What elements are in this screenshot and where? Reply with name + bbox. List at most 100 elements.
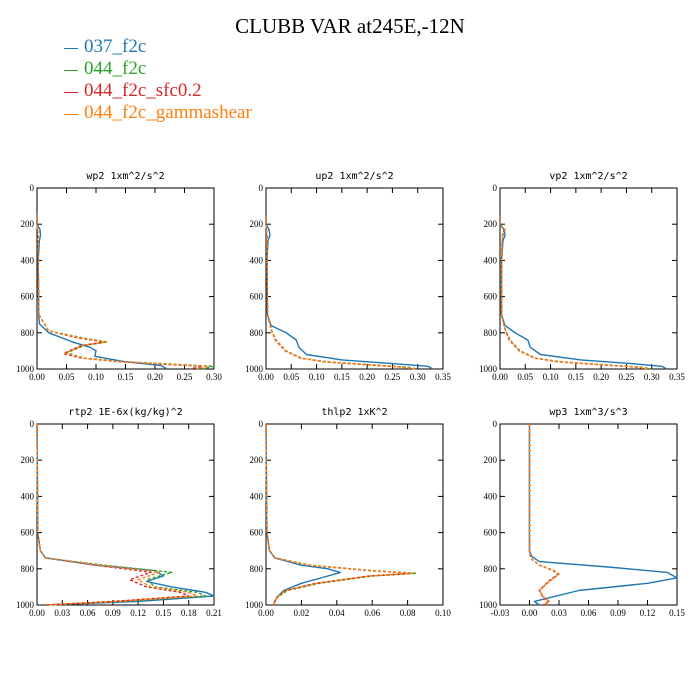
series-line-044-f2c-gammashear bbox=[36, 423, 198, 606]
series-line-037-f2c bbox=[265, 215, 434, 370]
x-tick-label: 0.06 bbox=[364, 608, 380, 618]
x-tick-label: -0.03 bbox=[491, 608, 510, 618]
y-tick-label: 400 bbox=[21, 255, 35, 265]
x-tick-label: 0.20 bbox=[147, 372, 163, 382]
x-tick-label: 0.00 bbox=[258, 372, 274, 382]
series-line-037-f2c bbox=[499, 215, 668, 370]
plot-frame bbox=[265, 187, 444, 370]
legend-swatch bbox=[64, 69, 78, 71]
y-tick-label: 1000 bbox=[245, 600, 264, 610]
legend-item-044-f2c-gammashear: 044_f2c_gammashear bbox=[64, 102, 252, 124]
chart-title: vp2 1xm^2/s^2 bbox=[549, 171, 627, 182]
x-tick-label: 0.10 bbox=[309, 372, 325, 382]
y-tick-label: 600 bbox=[21, 528, 35, 538]
x-tick-label: 0.10 bbox=[543, 372, 559, 382]
series-line-044-f2c-sfc0-2 bbox=[499, 215, 647, 370]
plot-frame bbox=[36, 423, 215, 606]
x-tick-label: 0.15 bbox=[156, 608, 172, 618]
x-tick-label: 0.03 bbox=[551, 608, 567, 618]
y-tick-label: 0 bbox=[259, 183, 264, 193]
x-tick-label: 0.10 bbox=[88, 372, 104, 382]
y-tick-label: 1000 bbox=[479, 364, 498, 374]
series-line-044-f2c-gammashear bbox=[499, 215, 650, 370]
legend-label: 044_f2c_gammashear bbox=[84, 102, 252, 123]
series-line-044-f2c-gammashear bbox=[36, 215, 209, 370]
y-tick-label: 200 bbox=[21, 219, 35, 229]
x-tick-label: 0.06 bbox=[581, 608, 597, 618]
y-tick-label: 600 bbox=[21, 292, 35, 302]
x-tick-label: 0.20 bbox=[593, 372, 609, 382]
chart-panel-6: wp3 1xm^3/s^3 0 200 400 600 800 1000-0.03 0.00 0… bbox=[479, 407, 685, 618]
y-tick-label: 200 bbox=[250, 455, 264, 465]
x-tick-label: 0.15 bbox=[118, 372, 134, 382]
series-line-044-f2c bbox=[36, 215, 215, 370]
plot-frame bbox=[499, 423, 678, 606]
y-tick-label: 0 bbox=[493, 183, 498, 193]
series-line-044-f2c-sfc0-2 bbox=[528, 424, 559, 606]
x-tick-label: 0.21 bbox=[206, 608, 222, 618]
y-tick-label: 200 bbox=[484, 219, 498, 229]
y-tick-label: 0 bbox=[259, 419, 264, 429]
y-tick-label: 200 bbox=[21, 455, 35, 465]
series-line-044-f2c-sfc0-2 bbox=[265, 423, 412, 606]
plot-frame bbox=[499, 187, 678, 370]
x-tick-label: 0.06 bbox=[80, 608, 96, 618]
series-line-037-f2c bbox=[36, 423, 215, 606]
x-tick-label: 0.20 bbox=[359, 372, 375, 382]
y-tick-label: 600 bbox=[484, 292, 498, 302]
x-tick-label: 0.35 bbox=[669, 372, 685, 382]
x-tick-label: 0.15 bbox=[669, 608, 685, 618]
series-line-044-f2c-sfc0-2 bbox=[265, 215, 413, 370]
y-tick-label: 400 bbox=[484, 491, 498, 501]
series-line-037-f2c bbox=[528, 424, 678, 606]
plot-frame bbox=[265, 423, 444, 606]
x-tick-label: 0.00 bbox=[492, 372, 508, 382]
y-tick-label: 0 bbox=[30, 183, 35, 193]
x-tick-label: 0.35 bbox=[435, 372, 451, 382]
y-tick-label: 1000 bbox=[16, 364, 35, 374]
y-tick-label: 400 bbox=[250, 491, 264, 501]
x-tick-label: 0.30 bbox=[644, 372, 660, 382]
x-tick-label: 0.12 bbox=[130, 608, 146, 618]
x-tick-label: 0.04 bbox=[329, 608, 345, 618]
series-line-044-f2c bbox=[265, 423, 418, 606]
x-tick-label: 0.12 bbox=[640, 608, 656, 618]
x-tick-label: 0.30 bbox=[206, 372, 222, 382]
series-line-037-f2c bbox=[265, 423, 341, 606]
x-tick-label: 0.08 bbox=[400, 608, 416, 618]
y-tick-label: 0 bbox=[493, 419, 498, 429]
y-tick-label: 400 bbox=[250, 255, 264, 265]
figure-title: CLUBB VAR at245E,-12N bbox=[235, 14, 465, 38]
y-tick-label: 800 bbox=[21, 564, 35, 574]
x-tick-label: 0.09 bbox=[105, 608, 121, 618]
series-line-044-f2c-gammashear bbox=[528, 424, 560, 606]
y-tick-label: 800 bbox=[484, 564, 498, 574]
x-tick-label: 0.00 bbox=[522, 608, 538, 618]
x-tick-label: 0.05 bbox=[283, 372, 299, 382]
legend-label: 044_f2c_sfc0.2 bbox=[84, 80, 202, 101]
legend-label: 037_f2c bbox=[84, 36, 147, 57]
chart-title: thlp2 1xK^2 bbox=[321, 407, 387, 418]
y-tick-label: 200 bbox=[484, 455, 498, 465]
chart-title: up2 1xm^2/s^2 bbox=[315, 171, 393, 182]
legend-label: 044_f2c bbox=[84, 58, 147, 79]
y-tick-label: 400 bbox=[21, 491, 35, 501]
chart-panel-4: rtp2 1E-6x(kg/kg)^2 0 200 400 600 800 10000.00… bbox=[16, 407, 222, 618]
y-tick-label: 200 bbox=[250, 219, 264, 229]
series-line-044-f2c-gammashear bbox=[265, 215, 416, 370]
legend-item-037-f2c: 037_f2c bbox=[64, 36, 252, 58]
legend-swatch bbox=[64, 91, 78, 93]
legend-swatch bbox=[64, 113, 78, 115]
legend: 037_f2c 044_f2c 044_f2c_sfc0.2 044_f2c_g… bbox=[64, 36, 252, 124]
y-tick-label: 1000 bbox=[245, 364, 264, 374]
x-tick-label: 0.25 bbox=[385, 372, 401, 382]
x-tick-label: 0.00 bbox=[29, 372, 45, 382]
y-tick-label: 400 bbox=[484, 255, 498, 265]
y-tick-label: 600 bbox=[484, 528, 498, 538]
chart-title: wp3 1xm^3/s^3 bbox=[549, 407, 627, 418]
legend-item-044-f2c: 044_f2c bbox=[64, 58, 252, 80]
x-tick-label: 0.00 bbox=[29, 608, 45, 618]
y-tick-label: 600 bbox=[250, 292, 264, 302]
